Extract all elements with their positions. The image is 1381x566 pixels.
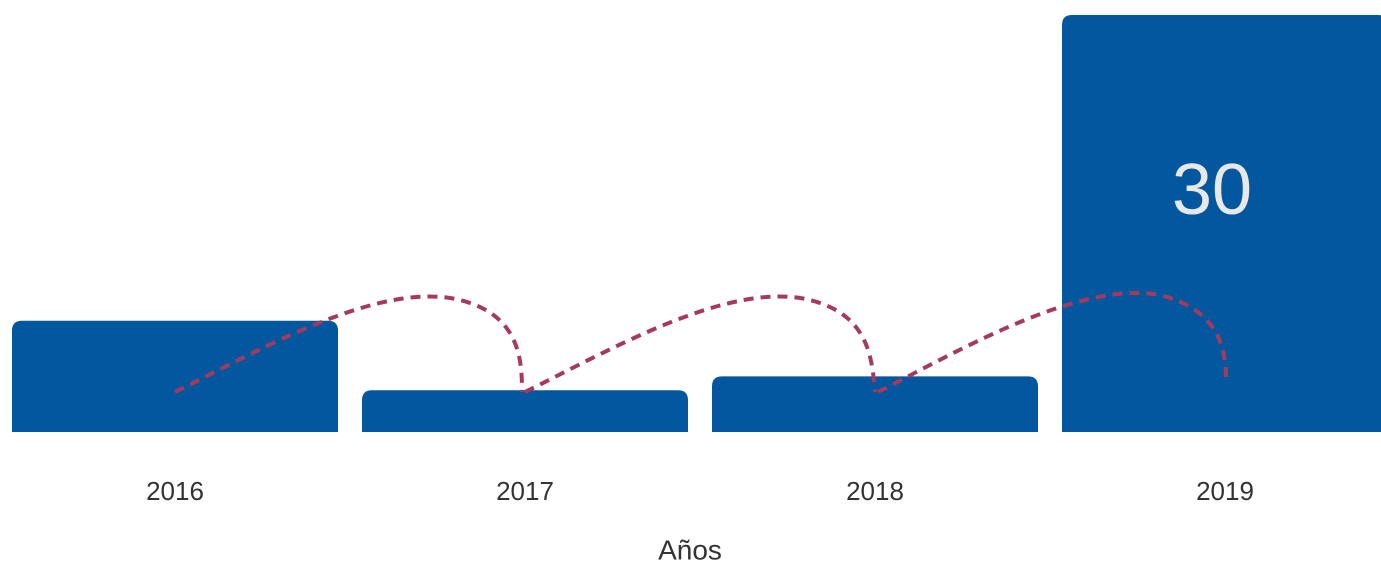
x-tick-label: 2017 [496,476,554,506]
bars [12,15,1381,432]
decorative-arrows [174,290,1228,394]
bar [712,376,1038,432]
bar [1062,15,1381,432]
arrow [174,294,524,394]
data-label: 30 [1172,150,1252,230]
bar [12,320,338,432]
bar [362,390,688,432]
arrow [877,290,1228,394]
x-tick-label: 2016 [146,476,204,506]
arrow [524,294,877,394]
x-axis-title: Años [658,534,722,565]
x-tick-label: 2019 [1196,476,1254,506]
x-tick-label: 2018 [846,476,904,506]
